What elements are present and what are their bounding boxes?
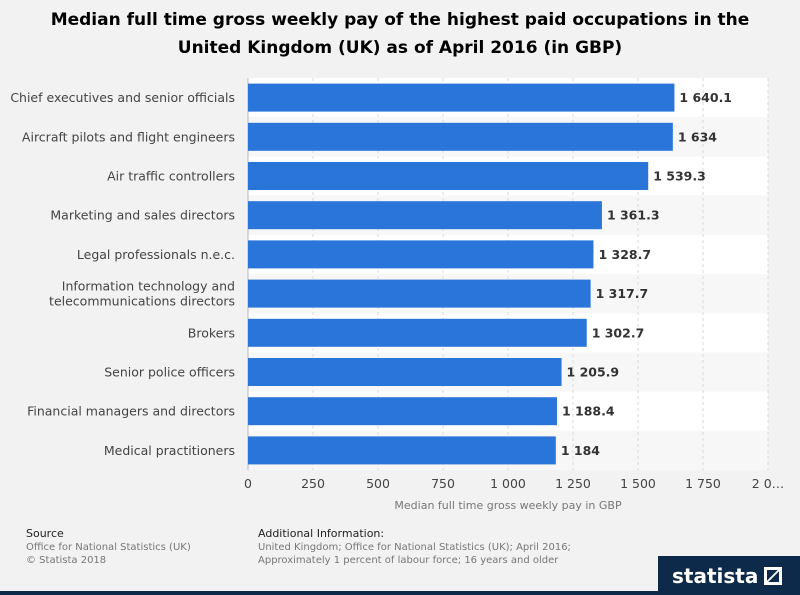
x-tick-labels: 0 250 500 750 1 000 1 250 1 500 1 750 2 0… bbox=[244, 476, 784, 491]
value-labels: 1 640.1 1 634 1 539.3 1 361.3 1 328.7 1 317.7… bbox=[561, 90, 732, 458]
data-label: 1 205.9 bbox=[567, 365, 620, 380]
category-label: Financial managers and directors bbox=[27, 404, 235, 419]
data-label: 1 302.7 bbox=[592, 325, 645, 340]
bar[interactable] bbox=[248, 83, 675, 112]
x-axis-title: Median full time gross weekly pay in GBP bbox=[394, 499, 622, 512]
source-line[interactable]: Office for National Statistics (UK) bbox=[26, 542, 191, 553]
statista-wordmark: statista bbox=[672, 563, 759, 588]
x-tick-label: 1 000 bbox=[490, 476, 526, 491]
additional-info-line-2: Approximately 1 percent of labour force;… bbox=[258, 555, 559, 566]
bar[interactable] bbox=[248, 279, 591, 308]
x-tick-label: 750 bbox=[431, 476, 455, 491]
statista-logo[interactable]: statista bbox=[658, 556, 800, 595]
data-label: 1 634 bbox=[678, 129, 717, 144]
category-label: Marketing and sales directors bbox=[50, 208, 235, 223]
data-label: 1 328.7 bbox=[598, 247, 651, 262]
x-tick-label: 500 bbox=[366, 476, 390, 491]
category-labels: Chief executives and senior officials Air… bbox=[10, 90, 235, 458]
copyright-line: © Statista 2018 bbox=[26, 555, 107, 566]
x-tick-label: 1 750 bbox=[685, 476, 721, 491]
bar[interactable] bbox=[248, 122, 673, 151]
bar[interactable] bbox=[248, 436, 556, 465]
bar[interactable] bbox=[248, 201, 602, 230]
additional-info-line-1: United Kingdom; Office for National Stat… bbox=[258, 542, 571, 553]
x-tick-label: 0 bbox=[244, 476, 252, 491]
chart-title: Median full time gross weekly pay of the… bbox=[50, 10, 750, 58]
additional-info-heading: Additional Information: bbox=[258, 527, 385, 540]
category-label: Information technology and telecommunicat… bbox=[49, 279, 235, 309]
data-label: 1 361.3 bbox=[607, 208, 660, 223]
bar[interactable] bbox=[248, 240, 594, 269]
x-tick-label: 250 bbox=[301, 476, 325, 491]
category-label: Aircraft pilots and flight engineers bbox=[22, 129, 235, 144]
bar[interactable] bbox=[248, 358, 562, 386]
data-label: 1 539.3 bbox=[653, 169, 706, 184]
data-label: 1 317.7 bbox=[596, 286, 649, 301]
category-label: Chief executives and senior officials bbox=[10, 90, 235, 105]
additional-info-block: Additional Information: United Kingdom; … bbox=[258, 527, 588, 567]
x-tick-label: 1 500 bbox=[620, 476, 656, 491]
bar-chart: Chief executives and senior officials Air… bbox=[10, 78, 784, 512]
x-tick-label: 2 0… bbox=[752, 476, 784, 491]
bar[interactable] bbox=[248, 397, 557, 426]
category-label: Legal professionals n.e.c. bbox=[77, 247, 235, 262]
bars bbox=[248, 83, 675, 465]
source-heading: Source bbox=[26, 527, 64, 540]
category-label: Medical practitioners bbox=[104, 443, 235, 458]
data-label: 1 188.4 bbox=[562, 404, 615, 419]
category-label: Senior police officers bbox=[104, 365, 235, 380]
bar[interactable] bbox=[248, 162, 649, 190]
category-label: Air traffic controllers bbox=[107, 169, 235, 184]
source-block: Source Office for National Statistics (U… bbox=[26, 527, 246, 567]
bottom-bar bbox=[0, 591, 800, 595]
x-tick-label: 1 250 bbox=[555, 476, 591, 491]
bar[interactable] bbox=[248, 318, 587, 347]
statista-mark-icon bbox=[764, 566, 783, 585]
data-label: 1 640.1 bbox=[679, 90, 732, 105]
category-label: Brokers bbox=[188, 325, 235, 340]
data-label: 1 184 bbox=[561, 443, 600, 458]
